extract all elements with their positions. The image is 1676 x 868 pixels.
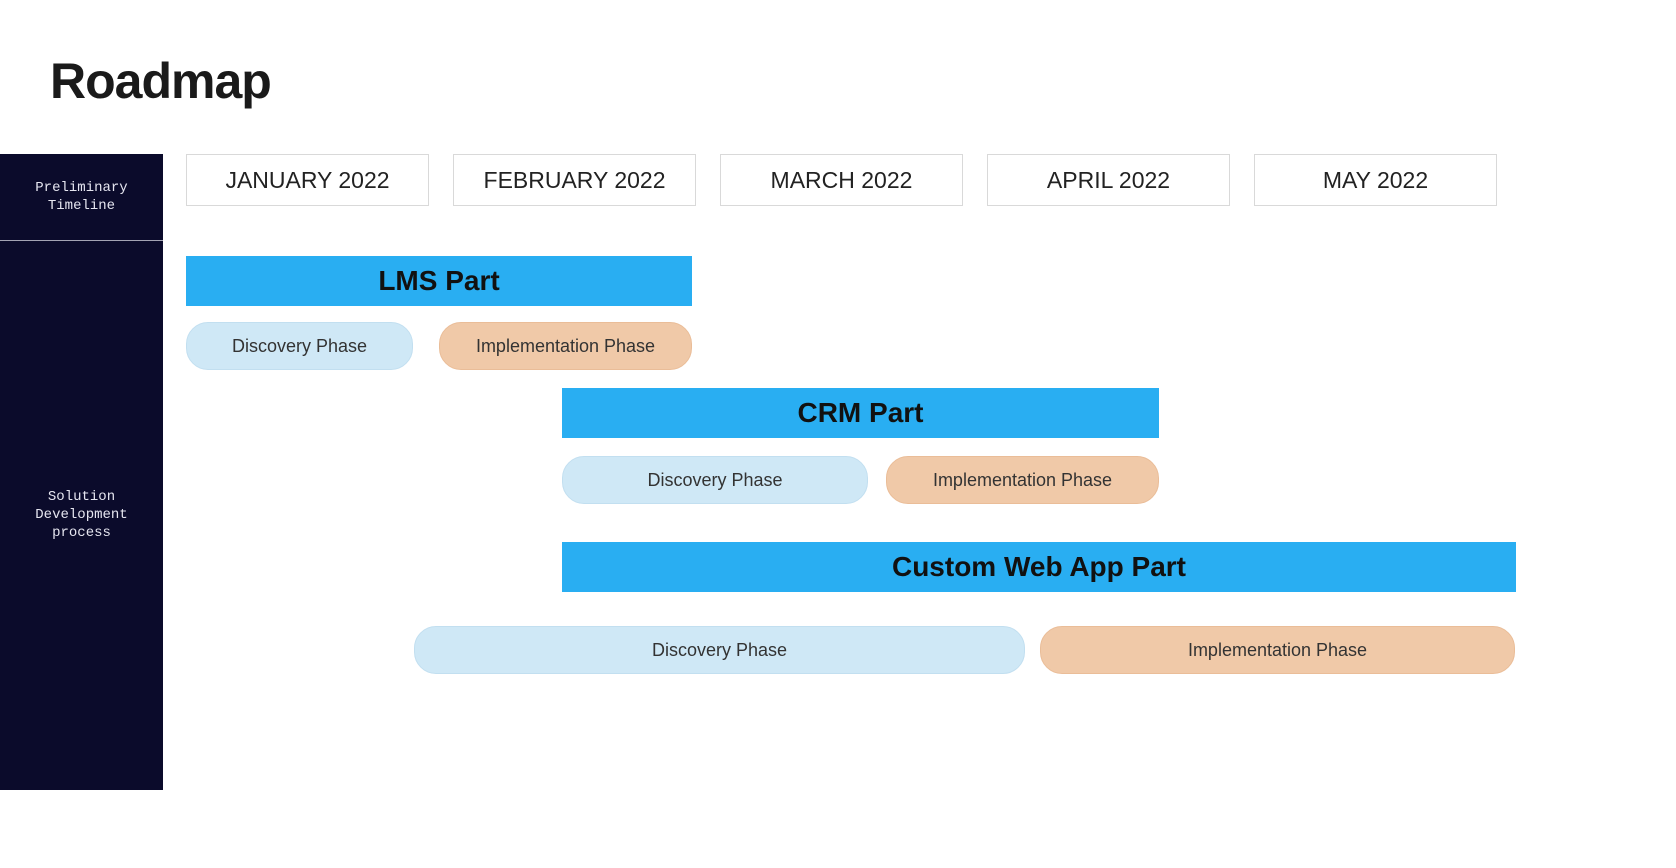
phase-bar-lms-impl: Implementation Phase [439, 322, 692, 370]
month-header: APRIL 2022 [987, 154, 1230, 206]
month-header: FEBRUARY 2022 [453, 154, 696, 206]
phase-bar-crm-discovery: Discovery Phase [562, 456, 868, 504]
roadmap-gantt: Preliminary TimelineSolution Development… [0, 154, 1676, 790]
part-bar-lms: LMS Part [186, 256, 692, 306]
month-header: MARCH 2022 [720, 154, 963, 206]
sidebar-row-label: Solution Development process [0, 240, 163, 790]
phase-bar-lms-discovery: Discovery Phase [186, 322, 413, 370]
phase-bar-webapp-impl: Implementation Phase [1040, 626, 1515, 674]
part-bar-crm: CRM Part [562, 388, 1159, 438]
gantt-sidebar: Preliminary TimelineSolution Development… [0, 154, 163, 790]
page-title: Roadmap [50, 52, 271, 110]
sidebar-row-label: Preliminary Timeline [0, 154, 163, 240]
month-header: JANUARY 2022 [186, 154, 429, 206]
phase-bar-webapp-discovery: Discovery Phase [414, 626, 1025, 674]
part-bar-webapp: Custom Web App Part [562, 542, 1516, 592]
month-header: MAY 2022 [1254, 154, 1497, 206]
phase-bar-crm-impl: Implementation Phase [886, 456, 1159, 504]
